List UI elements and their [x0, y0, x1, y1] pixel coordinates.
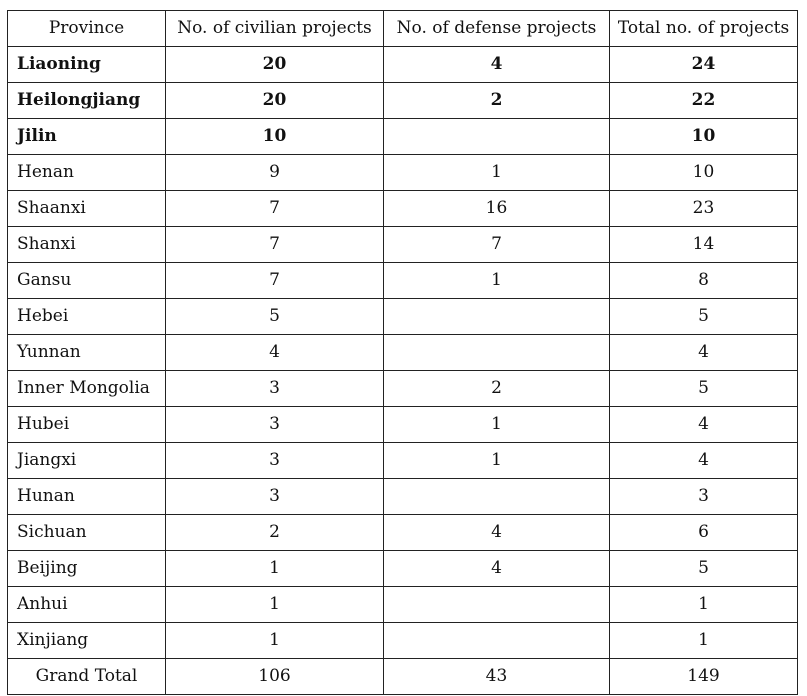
table-row: Inner Mongolia 3 2 5 [7, 370, 798, 407]
projects-table-wrapper: Province No. of civilian projects No. of… [7, 10, 798, 695]
civilian-cell: 3 [165, 442, 384, 479]
defense-cell: 4 [383, 46, 610, 83]
defense-cell: 2 [383, 370, 610, 407]
table-row: Gansu 7 1 8 [7, 262, 798, 299]
table-header-row: Province No. of civilian projects No. of… [7, 10, 798, 47]
civilian-cell: 9 [165, 154, 384, 191]
defense-cell: 2 [383, 82, 610, 119]
defense-cell: 1 [383, 262, 610, 299]
table-row: Shanxi 7 7 14 [7, 226, 798, 263]
grand-total-total: 149 [609, 658, 798, 695]
table-row: Henan 9 1 10 [7, 154, 798, 191]
province-cell: Shanxi [7, 226, 166, 263]
defense-cell: 1 [383, 154, 610, 191]
civilian-cell: 3 [165, 406, 384, 443]
total-cell: 5 [609, 370, 798, 407]
table-row: Heilongjiang 20 2 22 [7, 82, 798, 119]
province-cell: Sichuan [7, 514, 166, 551]
table-row: Jiangxi 3 1 4 [7, 442, 798, 479]
civilian-cell: 7 [165, 226, 384, 263]
civilian-cell: 10 [165, 118, 384, 155]
grand-total-civilian: 106 [165, 658, 384, 695]
defense-cell [383, 478, 610, 515]
total-cell: 1 [609, 586, 798, 623]
header-defense-projects: No. of defense projects [383, 10, 610, 47]
table-row: Sichuan 2 4 6 [7, 514, 798, 551]
province-cell: Jiangxi [7, 442, 166, 479]
table-row: Jilin 10 10 [7, 118, 798, 155]
province-cell: Beijing [7, 550, 166, 587]
projects-by-province-table: Province No. of civilian projects No. of… [7, 10, 798, 695]
defense-cell [383, 118, 610, 155]
defense-cell: 16 [383, 190, 610, 227]
defense-cell [383, 334, 610, 371]
province-cell: Xinjiang [7, 622, 166, 659]
total-cell: 10 [609, 154, 798, 191]
table-row: Liaoning 20 4 24 [7, 46, 798, 83]
total-cell: 10 [609, 118, 798, 155]
table-row: Xinjiang 1 1 [7, 622, 798, 659]
civilian-cell: 1 [165, 550, 384, 587]
table-row: Hunan 3 3 [7, 478, 798, 515]
grand-total-row: Grand Total 106 43 149 [7, 658, 798, 695]
province-cell: Jilin [7, 118, 166, 155]
total-cell: 5 [609, 550, 798, 587]
header-civilian-projects: No. of civilian projects [165, 10, 384, 47]
table-row: Yunnan 4 4 [7, 334, 798, 371]
total-cell: 5 [609, 298, 798, 335]
table-row: Anhui 1 1 [7, 586, 798, 623]
civilian-cell: 1 [165, 586, 384, 623]
total-cell: 4 [609, 334, 798, 371]
defense-cell [383, 586, 610, 623]
total-cell: 1 [609, 622, 798, 659]
civilian-cell: 7 [165, 262, 384, 299]
civilian-cell: 1 [165, 622, 384, 659]
province-cell: Liaoning [7, 46, 166, 83]
total-cell: 14 [609, 226, 798, 263]
defense-cell: 1 [383, 442, 610, 479]
total-cell: 8 [609, 262, 798, 299]
civilian-cell: 5 [165, 298, 384, 335]
total-cell: 3 [609, 478, 798, 515]
defense-cell: 1 [383, 406, 610, 443]
civilian-cell: 20 [165, 46, 384, 83]
defense-cell [383, 298, 610, 335]
total-cell: 24 [609, 46, 798, 83]
defense-cell: 4 [383, 514, 610, 551]
total-cell: 4 [609, 406, 798, 443]
province-cell: Yunnan [7, 334, 166, 371]
defense-cell: 7 [383, 226, 610, 263]
civilian-cell: 20 [165, 82, 384, 119]
province-cell: Hubei [7, 406, 166, 443]
civilian-cell: 2 [165, 514, 384, 551]
total-cell: 23 [609, 190, 798, 227]
province-cell: Heilongjiang [7, 82, 166, 119]
civilian-cell: 4 [165, 334, 384, 371]
province-cell: Gansu [7, 262, 166, 299]
province-cell: Anhui [7, 586, 166, 623]
province-cell: Inner Mongolia [7, 370, 166, 407]
province-cell: Hebei [7, 298, 166, 335]
province-cell: Henan [7, 154, 166, 191]
total-cell: 4 [609, 442, 798, 479]
table-row: Hubei 3 1 4 [7, 406, 798, 443]
table-row: Shaanxi 7 16 23 [7, 190, 798, 227]
civilian-cell: 3 [165, 370, 384, 407]
total-cell: 22 [609, 82, 798, 119]
header-total-projects: Total no. of projects [609, 10, 798, 47]
table-row: Hebei 5 5 [7, 298, 798, 335]
header-province: Province [7, 10, 166, 47]
defense-cell: 4 [383, 550, 610, 587]
grand-total-defense: 43 [383, 658, 610, 695]
civilian-cell: 3 [165, 478, 384, 515]
province-cell: Hunan [7, 478, 166, 515]
table-row: Beijing 1 4 5 [7, 550, 798, 587]
province-cell: Shaanxi [7, 190, 166, 227]
defense-cell [383, 622, 610, 659]
civilian-cell: 7 [165, 190, 384, 227]
grand-total-label: Grand Total [7, 658, 166, 695]
total-cell: 6 [609, 514, 798, 551]
